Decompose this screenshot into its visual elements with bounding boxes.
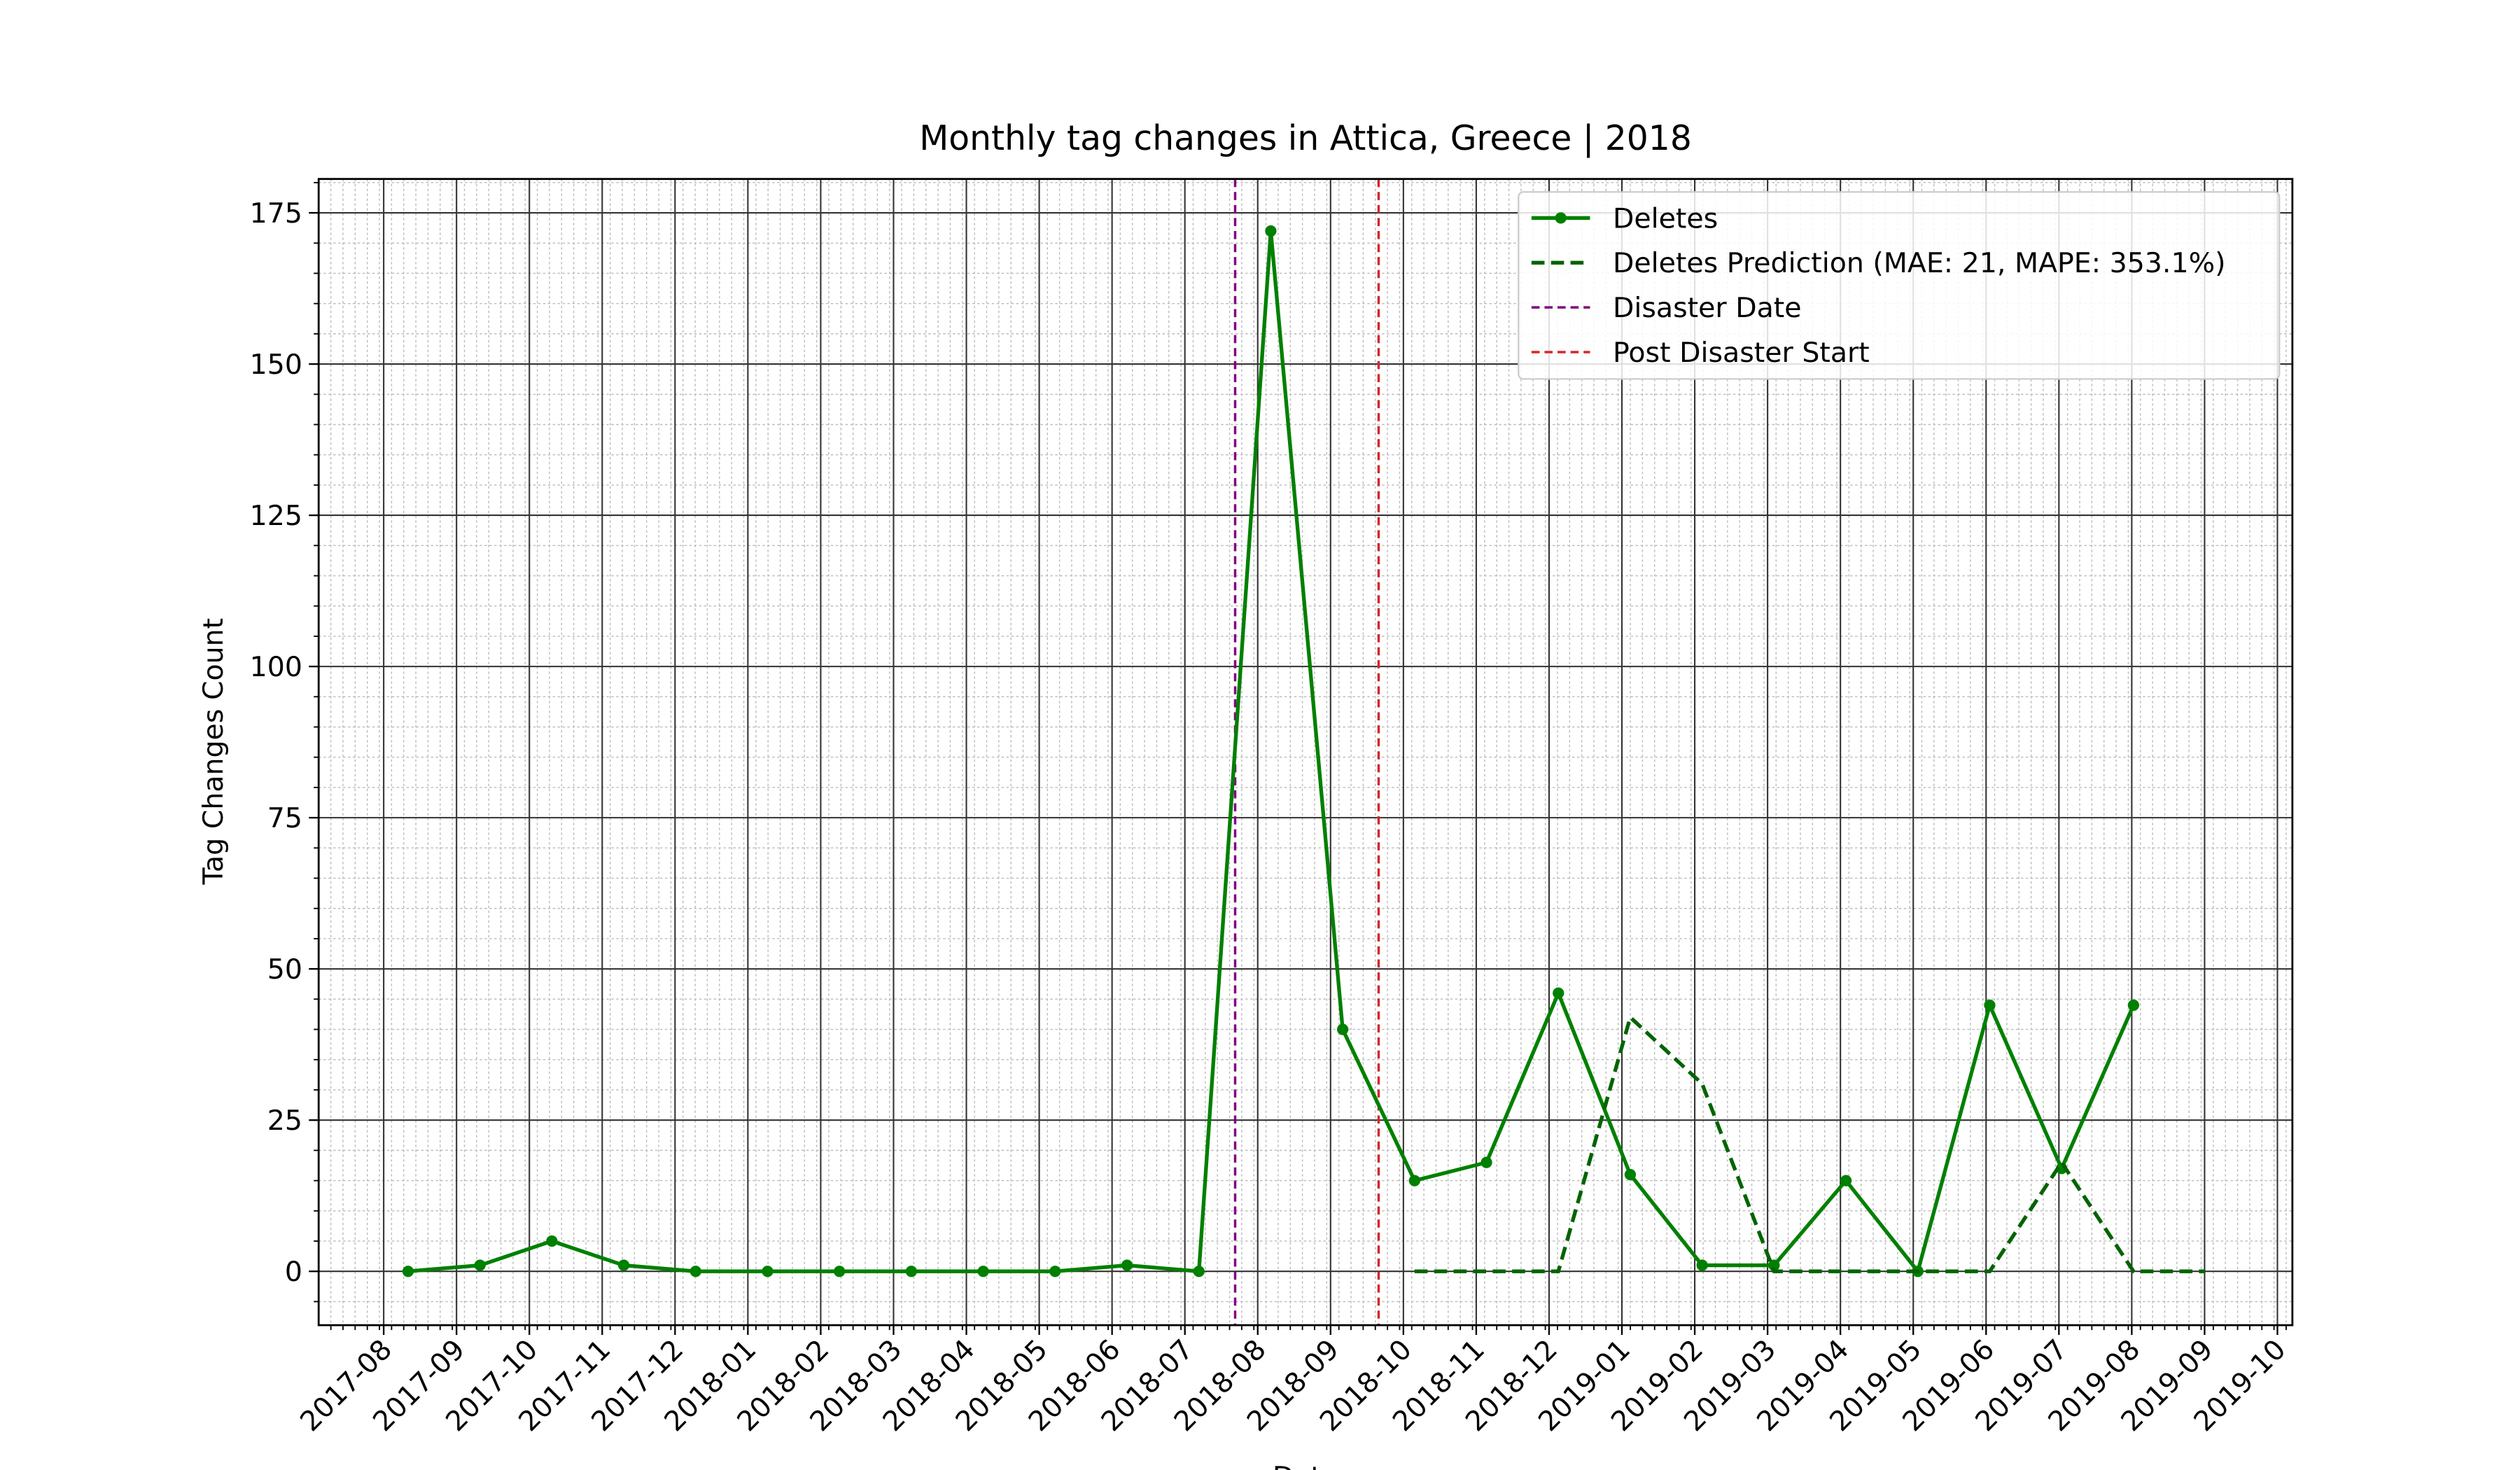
data-point [1840, 1175, 1852, 1186]
data-point [762, 1266, 774, 1278]
data-point [1624, 1168, 1637, 1181]
data-point [1121, 1259, 1133, 1271]
data-point [1408, 1175, 1420, 1186]
legend-label: Deletes [1613, 202, 1718, 234]
data-point [1193, 1266, 1205, 1278]
data-point [1984, 999, 1996, 1011]
x-axis-label: Date [1273, 1461, 1338, 1470]
data-point [977, 1266, 989, 1278]
data-point [546, 1235, 558, 1247]
axes-frame [317, 178, 2294, 1326]
y-tick-label: 175 [250, 197, 302, 230]
data-point [1336, 1023, 1349, 1035]
data-point [1265, 225, 1277, 237]
legend-box [1518, 191, 2281, 380]
y-tick-label: 50 [267, 953, 302, 986]
series-line [1414, 1014, 2206, 1273]
y-tick-label: 0 [285, 1256, 302, 1288]
data-point [1553, 987, 1564, 999]
data-point [1049, 1266, 1061, 1278]
legend-label: Deletes Prediction (MAE: 21, MAPE: 353.1… [1613, 247, 2225, 279]
data-point [617, 1259, 630, 1271]
y-tick-label: 100 [250, 651, 302, 683]
data-point [2127, 999, 2140, 1011]
data-point [474, 1259, 486, 1271]
data-point [1480, 1156, 1492, 1168]
legend-label: Post Disaster Start [1613, 337, 1870, 369]
data-point [1696, 1259, 1708, 1271]
data-point [402, 1266, 414, 1278]
y-tick-label: 125 [250, 500, 302, 532]
y-axis-label: Tag Changes Count [197, 618, 230, 886]
legend-marker [1555, 212, 1567, 224]
data-point [905, 1266, 918, 1278]
y-tick-label: 150 [250, 349, 302, 381]
data-point [690, 1266, 701, 1278]
chart-title: Monthly tag changes in Attica, Greece | … [919, 118, 1692, 158]
data-point [834, 1266, 846, 1278]
y-tick-label: 75 [267, 802, 302, 834]
y-tick-label: 25 [267, 1105, 302, 1137]
legend-label: Disaster Date [1613, 292, 1802, 324]
